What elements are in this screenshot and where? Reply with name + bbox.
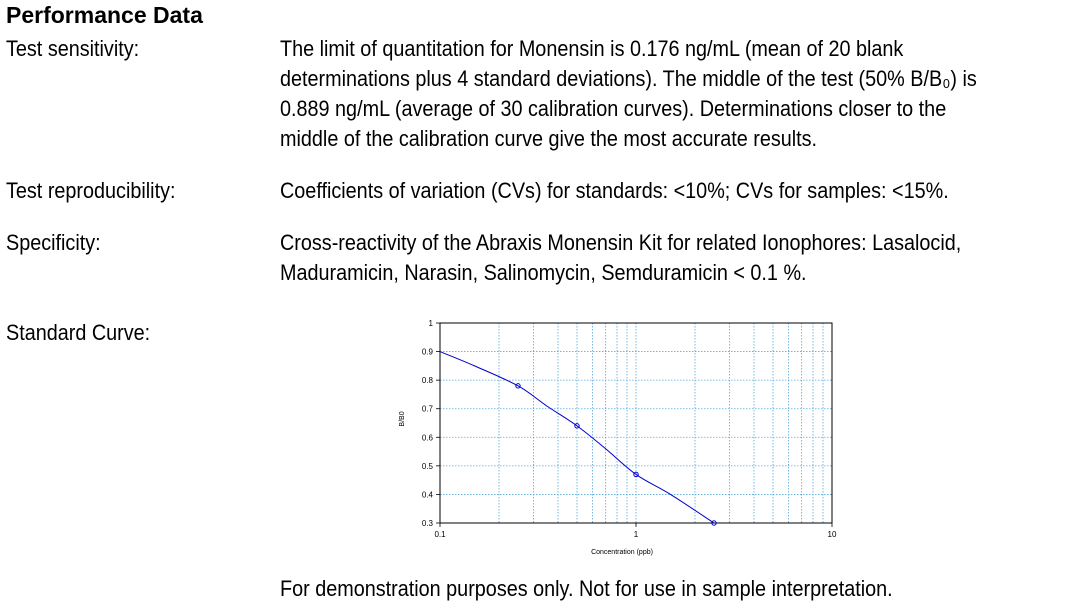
y-tick-label: 1 — [429, 319, 434, 328]
text-line: Coefficients of variation (CVs) for stan… — [280, 178, 949, 203]
y-tick-label: 0.6 — [422, 433, 434, 442]
x-axis-label: Concentration (ppb) — [591, 549, 653, 556]
x-tick-label: 10 — [828, 530, 837, 539]
data-point — [574, 423, 580, 429]
y-tick-label: 0.7 — [422, 405, 434, 414]
y-tick-label: 0.5 — [422, 462, 434, 471]
text-line: The limit of quantitation for Monensin i… — [280, 36, 904, 61]
caption: For demonstration purposes only. Not for… — [280, 576, 893, 601]
standard-curve-line — [439, 351, 715, 524]
y-tick-label: 0.9 — [422, 348, 434, 357]
y-tick-label: 0.4 — [422, 490, 434, 499]
page-title: Performance Data — [6, 2, 203, 28]
y-axis-label: B/B0 — [399, 411, 406, 426]
text-line: Cross-reactivity of the Abraxis Monensin… — [280, 230, 962, 255]
text-line: Maduramicin, Narasin, Salinomycin, Semdu… — [280, 260, 807, 285]
text-line: middle of the calibration curve give the… — [280, 126, 818, 151]
text-line: determinations plus 4 standard deviation… — [280, 66, 977, 91]
label-test-reproducibility: Test reproducibility: — [6, 178, 176, 203]
x-tick-label: 0.1 — [434, 530, 446, 539]
data-point — [711, 520, 717, 526]
y-tick-label: 0.3 — [422, 519, 434, 528]
y-tick-label: 0.8 — [422, 376, 434, 385]
data-point — [515, 383, 521, 389]
standard-curve-chart: 0.3 0.4 0.5 0.6 0.7 0.8 0.9 1 0.1 1 10 Concentratio… — [399, 319, 837, 556]
text-test-sensitivity: The limit of quantitation for Monensin i… — [280, 34, 1086, 154]
label-specificity: Specificity: — [6, 230, 101, 255]
text-line: 0.889 ng/mL (average of 30 calibration c… — [280, 96, 947, 121]
text-specificity: Cross-reactivity of the Abraxis Monensin… — [280, 228, 1086, 288]
data-point — [633, 471, 639, 478]
label-test-sensitivity: Test sensitivity: — [6, 36, 140, 61]
text-test-reproducibility: Coefficients of variation (CVs) for stan… — [280, 176, 1086, 206]
label-standard-curve: Standard Curve: — [6, 320, 151, 345]
x-tick-label: 1 — [634, 530, 639, 539]
